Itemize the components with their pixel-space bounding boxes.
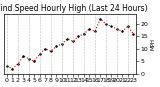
Title: Wind Speed Hourly High (Last 24 Hours): Wind Speed Hourly High (Last 24 Hours)	[0, 4, 147, 13]
Y-axis label: MPH: MPH	[151, 38, 156, 50]
